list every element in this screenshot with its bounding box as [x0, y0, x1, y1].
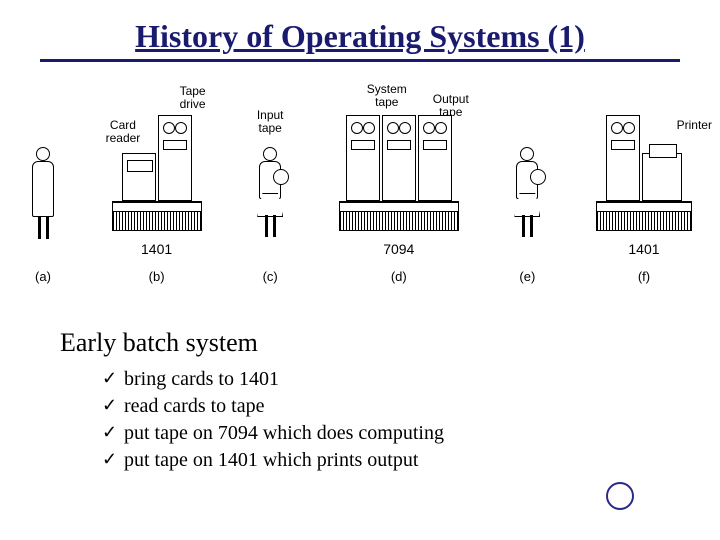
desk-icon [596, 201, 692, 231]
station-f: Printer 1401 (f) [596, 91, 692, 284]
card-reader-label: Card reader [106, 119, 141, 145]
tape-drive-label: Tape drive [180, 85, 206, 111]
desk-icon [112, 201, 202, 231]
page-marker-circle [606, 482, 634, 510]
station-letter: (f) [638, 269, 650, 284]
batch-system-diagram: (a) Card reader Tape drive 1401 (b) Inpu… [0, 62, 720, 292]
tape-drive-icon [382, 115, 416, 201]
operator-icon [28, 147, 58, 237]
input-tape-label: Input tape [257, 109, 284, 135]
tape-drive-icon [418, 115, 452, 201]
station-d: System tape Output tape 7094 (d) [339, 91, 459, 284]
station-letter: (d) [391, 269, 407, 284]
subtitle: Early batch system [0, 292, 720, 366]
operator-icon [255, 147, 285, 237]
tape-drive-icon [346, 115, 380, 201]
bullet-list: bring cards to 1401 read cards to tape p… [0, 366, 720, 474]
card-reader-icon [122, 153, 156, 201]
station-c: Input tape (c) [255, 97, 285, 284]
bullet-item: put tape on 1401 which prints output [104, 447, 720, 474]
tape-drive-icon [606, 115, 640, 201]
tape-reel-icon [273, 169, 289, 185]
machine-label-1401: 1401 [628, 241, 659, 257]
station-a: (a) [28, 97, 58, 284]
operator-icon [512, 147, 542, 237]
machine-label-1401: 1401 [141, 241, 172, 257]
system-tape-label: System tape [367, 83, 407, 109]
desk-icon [339, 201, 459, 231]
tape-reel-icon [530, 169, 546, 185]
station-b: Card reader Tape drive 1401 (b) [112, 91, 202, 284]
bullet-item: read cards to tape [104, 393, 720, 420]
printer-label: Printer [677, 119, 712, 132]
station-e: (e) [512, 97, 542, 284]
machine-label-7094: 7094 [383, 241, 414, 257]
printer-icon [642, 153, 682, 201]
bullet-item: bring cards to 1401 [104, 366, 720, 393]
station-letter: (c) [263, 269, 278, 284]
station-letter: (e) [519, 269, 535, 284]
slide-title: History of Operating Systems (1) [0, 0, 720, 61]
station-letter: (a) [35, 269, 51, 284]
station-letter: (b) [149, 269, 165, 284]
bullet-item: put tape on 7094 which does computing [104, 420, 720, 447]
tape-drive-icon [158, 115, 192, 201]
